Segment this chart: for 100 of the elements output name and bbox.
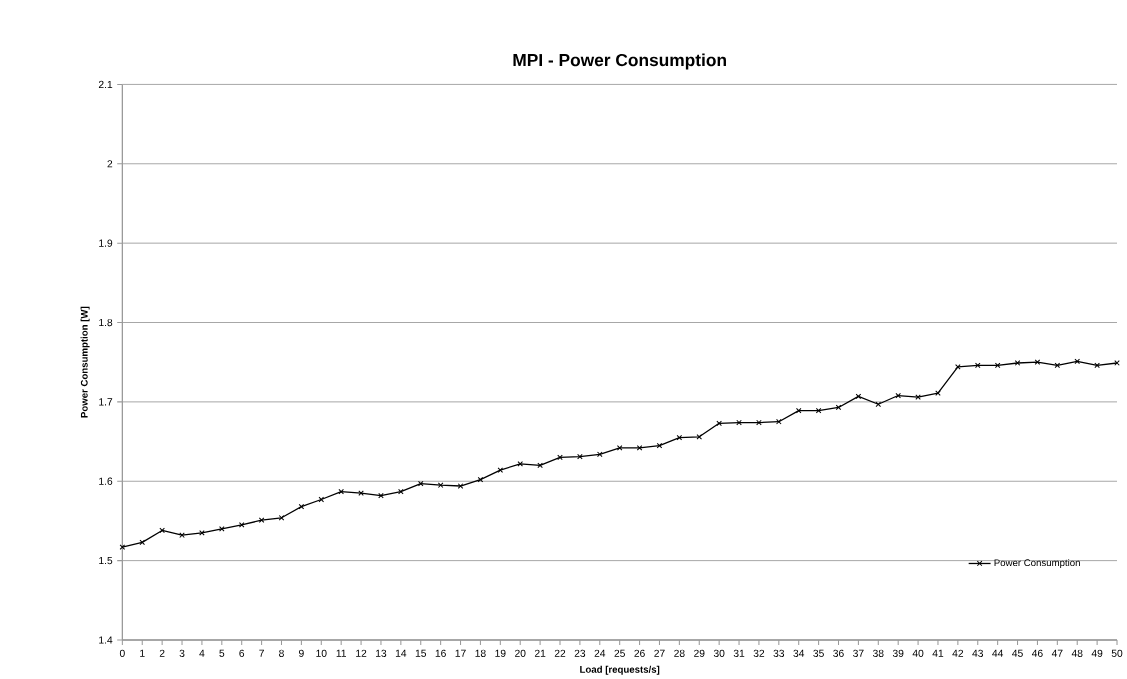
point [815, 407, 822, 414]
x-tick-label: 38 [872, 649, 884, 657]
x-tick-label: 20 [515, 649, 526, 657]
point [935, 390, 941, 396]
point [238, 522, 245, 528]
x-tick-label: 28 [674, 649, 685, 657]
point [219, 526, 225, 532]
point [358, 490, 364, 496]
point [417, 480, 424, 487]
point [557, 454, 563, 461]
point [119, 544, 126, 550]
point [676, 434, 683, 441]
point [1034, 359, 1041, 365]
x-tick-label: 5 [219, 649, 225, 657]
x-tick-label: 3 [179, 649, 185, 657]
point [955, 364, 961, 370]
point [437, 482, 444, 489]
x-tick-label: 25 [614, 649, 625, 657]
point [1014, 360, 1021, 366]
x-tick-label: 42 [952, 649, 964, 657]
point [338, 488, 344, 495]
y-tick-label: 1.5 [99, 557, 113, 565]
point [517, 461, 523, 467]
x-tick-label: 39 [892, 649, 904, 657]
point [835, 404, 842, 411]
x-tick-label: 32 [753, 649, 765, 657]
point [756, 419, 762, 426]
x-tick-label: 45 [1012, 649, 1023, 657]
y-tick-label: 2.1 [98, 80, 113, 88]
y-tick-label: 1.8 [99, 318, 113, 327]
x-tick-label: 30 [713, 649, 725, 657]
legend-label: Power Consumption [994, 559, 1080, 568]
x-tick-label: 4 [199, 649, 205, 657]
x-axis-title: Load [requests/s] [580, 665, 660, 675]
point [298, 503, 305, 510]
point [716, 420, 722, 427]
x-tick-label: 19 [495, 649, 506, 657]
x-tick-label: 50 [1111, 649, 1123, 657]
x-tick-label: 31 [733, 649, 745, 657]
x-tick-label: 9 [299, 649, 304, 657]
point [974, 362, 981, 369]
x-tick-label: 18 [475, 649, 486, 657]
x-tick-label: 49 [1091, 649, 1103, 657]
point [776, 418, 782, 425]
point [915, 394, 921, 400]
point [636, 445, 643, 451]
x-tick-label: 37 [853, 649, 864, 657]
point [616, 445, 623, 451]
point [457, 483, 464, 489]
y-axis-title: Power Consumption [W] [80, 306, 90, 418]
point [875, 401, 882, 408]
x-tick-label: 1 [140, 649, 145, 657]
point [696, 434, 703, 440]
point [258, 517, 265, 523]
x-tick-label: 14 [395, 649, 407, 657]
x-tick-label: 21 [534, 649, 546, 657]
x-tick-label: 33 [773, 649, 785, 657]
y-tick-label: 1.7 [99, 398, 113, 406]
x-tick-label: 34 [793, 649, 805, 657]
point [318, 496, 325, 503]
point [994, 362, 1001, 369]
x-tick-label: 15 [415, 649, 427, 657]
point [1074, 358, 1081, 365]
point [577, 453, 583, 460]
x-tick-label: 46 [1031, 649, 1043, 657]
chart-title: MPI - Power Consumption [513, 53, 726, 70]
point [1094, 362, 1100, 369]
x-tick-label: 6 [239, 649, 245, 657]
x-tick-label: 7 [259, 649, 264, 657]
point [159, 527, 165, 534]
x-tick-label: 27 [654, 649, 665, 657]
x-tick-label: 43 [972, 649, 984, 657]
x-tick-label: 26 [634, 649, 645, 657]
x-tick-label: 29 [694, 649, 705, 657]
x-tick-label: 22 [554, 649, 566, 657]
point [537, 462, 543, 469]
point [398, 488, 404, 495]
point [139, 539, 146, 546]
x-tick-label: 35 [813, 649, 824, 657]
point [736, 419, 742, 426]
x-tick-label: 11 [336, 649, 347, 657]
point [378, 492, 384, 499]
x-tick-label: 36 [833, 649, 844, 657]
y-tick-label: 1.6 [99, 477, 113, 485]
point [895, 392, 901, 399]
point [199, 530, 205, 536]
y-tick-label: 2 [107, 160, 113, 168]
x-tick-label: 24 [594, 649, 606, 657]
x-tick-label: 10 [316, 649, 327, 657]
x-tick-label: 0 [119, 649, 125, 657]
point [497, 467, 504, 473]
point [477, 476, 484, 483]
x-tick-label: 23 [574, 649, 586, 657]
x-tick-label: 48 [1071, 649, 1083, 657]
x-tick-label: 8 [279, 649, 284, 657]
y-tick-label: 1.9 [99, 239, 113, 247]
point [795, 407, 802, 414]
point [278, 514, 285, 521]
x-tick-label: 41 [932, 649, 944, 657]
x-tick-label: 47 [1051, 649, 1063, 657]
